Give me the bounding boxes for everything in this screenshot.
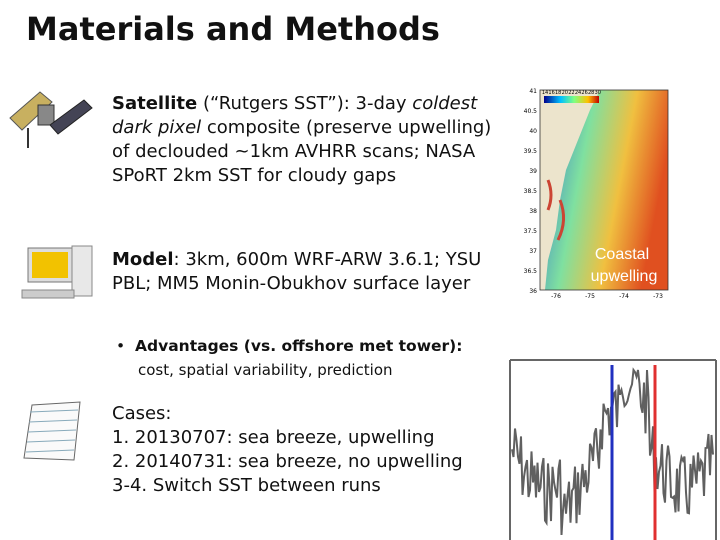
text: (“Rutgers SST”): 3-day xyxy=(197,93,413,114)
text: cost, spatial variability, prediction xyxy=(138,361,393,379)
cases-block: Cases: 1. 20130707: sea breeze, upwelling… xyxy=(112,402,497,498)
advantages-block: • Advantages (vs. offshore met tower): co… xyxy=(116,334,501,382)
lat-label: 38.5 xyxy=(524,188,538,195)
colorbar-label: 22 xyxy=(568,90,574,96)
slide-title: Materials and Methods xyxy=(26,10,440,48)
bullet: • xyxy=(116,337,126,355)
notebook-icon xyxy=(23,401,81,461)
colorbar-label: 24 xyxy=(575,90,581,96)
colorbar-label: 26 xyxy=(581,90,587,96)
case: 2. 20140731: sea breeze, no upwelling xyxy=(112,451,463,472)
colorbar-label: 14 xyxy=(542,90,548,96)
colorbar-label: 20 xyxy=(562,90,568,96)
text: : 3km, 600m WRF-ARW 3.6.1; YSU PBL; MM5 … xyxy=(112,249,482,294)
label: Model xyxy=(112,249,174,270)
label: Cases: xyxy=(112,403,172,424)
case: 3-4. Switch SST between runs xyxy=(112,475,381,496)
lon-label: -74 xyxy=(619,293,629,300)
satellite-icon xyxy=(9,91,93,148)
sst-map xyxy=(539,89,669,291)
lat-label: 36 xyxy=(529,288,537,295)
lat-label: 41 xyxy=(529,88,537,95)
label: Satellite xyxy=(112,93,198,114)
colorbar-label: 30 xyxy=(595,90,601,96)
satellite-block: Satellite (“Rutgers SST”): 3-day coldest… xyxy=(112,92,497,188)
colorbar-label: 28 xyxy=(588,90,594,96)
lat-label: 37 xyxy=(529,248,537,255)
colorbar-label: 16 xyxy=(548,90,554,96)
lat-label: 36.5 xyxy=(524,268,538,275)
computer-icon xyxy=(21,245,93,299)
colorbar-label: 18 xyxy=(555,90,561,96)
lon-label: -73 xyxy=(653,293,663,300)
case: 1. 20130707: sea breeze, upwelling xyxy=(112,427,435,448)
lat-label: 40 xyxy=(529,128,537,135)
lon-label: -76 xyxy=(551,293,561,300)
lat-label: 39 xyxy=(529,168,537,175)
text: coldest dark pixel xyxy=(112,93,478,138)
label: Advantages (vs. offshore met tower): xyxy=(135,337,463,355)
model-block: Model: 3km, 600m WRF-ARW 3.6.1; YSU PBL;… xyxy=(112,248,497,296)
map-annotation-line: upwelling xyxy=(591,268,658,285)
lon-label: -75 xyxy=(585,293,595,300)
lat-label: 40.5 xyxy=(524,108,538,115)
text: composite (preserve upwelling) of declou… xyxy=(112,117,492,186)
lat-label: 38 xyxy=(529,208,537,215)
map-annotation-line: Coastal xyxy=(595,246,649,263)
lat-label: 39.5 xyxy=(524,148,538,155)
time-series xyxy=(509,359,717,540)
lat-label: 37.5 xyxy=(524,228,538,235)
